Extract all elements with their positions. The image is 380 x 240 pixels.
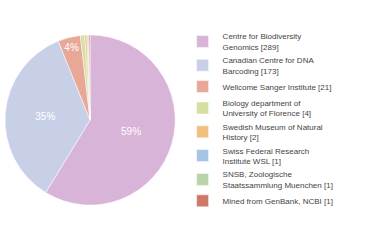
svg-text:Canadian Centre for DNABarcodi: Canadian Centre for DNABarcoding [173] (223, 56, 315, 75)
svg-text:Biology department ofUniversit: Biology department ofUniversity of Flore… (223, 99, 311, 118)
svg-text:Swedish Museum of NaturalHisto: Swedish Museum of NaturalHistory [2] (223, 123, 323, 142)
svg-text:SNSB, ZoologischeStaatssammlun: SNSB, ZoologischeStaatssammlung Muenchen… (223, 170, 333, 189)
svg-text:Mined from GenBank, NCBI [1]: Mined from GenBank, NCBI [1] (223, 197, 333, 206)
svg-text:4%: 4% (64, 42, 79, 53)
svg-text:Centre for BiodiversityGenomic: Centre for BiodiversityGenomics [289] (223, 32, 302, 51)
svg-text:Swiss Federal ResearchInstitut: Swiss Federal ResearchInstitute WSL [1] (223, 147, 310, 166)
svg-text:59%: 59% (121, 126, 141, 137)
svg-text:35%: 35% (35, 111, 55, 122)
svg-text:Wellcome Sanger Institute [21]: Wellcome Sanger Institute [21] (223, 83, 332, 92)
